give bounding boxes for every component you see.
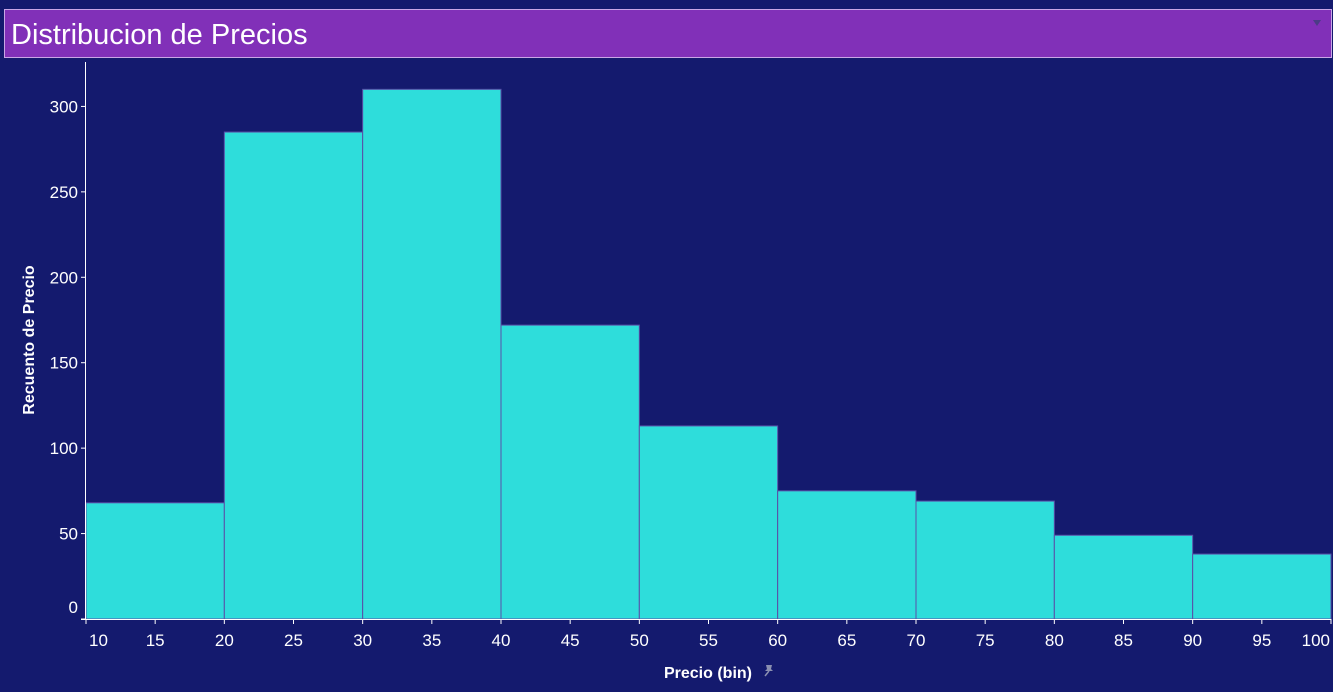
x-tick-label: 100	[1302, 631, 1330, 650]
x-tick-label: 15	[146, 631, 165, 650]
x-tick-label: 60	[768, 631, 787, 650]
y-tick-label: 50	[59, 525, 78, 544]
x-axis: 10 15 20 25 30 35 40 45 50 55 60 65 70 75 80 85 90 95 100	[81, 619, 1332, 650]
histogram-bar-80-90[interactable]	[1053, 534, 1194, 620]
x-tick-label: 35	[422, 631, 441, 650]
y-tick-label: 100	[50, 439, 78, 458]
histogram-bar-40-50[interactable]	[500, 324, 640, 620]
bars-group	[85, 88, 1332, 620]
x-tick-label: 95	[1252, 631, 1271, 650]
x-tick-label: 75	[976, 631, 995, 650]
chart-title: Distribucion de Precios	[11, 19, 308, 51]
y-axis-title: Recuento de Precio	[21, 265, 38, 415]
title-bar: Distribucion de Precios	[4, 9, 1332, 58]
x-tick-label: 10	[89, 631, 108, 650]
histogram-bar-50-60[interactable]	[638, 425, 779, 620]
histogram-bar-30-40[interactable]	[362, 88, 502, 620]
x-tick-label: 20	[215, 631, 234, 650]
x-tick-label: 45	[561, 631, 580, 650]
x-tick-label: 55	[699, 631, 718, 650]
x-tick-label: 80	[1045, 631, 1064, 650]
histogram-bar-70-80[interactable]	[915, 500, 1055, 620]
histogram-bar-20-30[interactable]	[223, 131, 364, 620]
dropdown-arrow-icon[interactable]	[1313, 20, 1321, 26]
histogram-bar-10-20[interactable]	[85, 502, 225, 620]
pin-icon[interactable]	[764, 665, 773, 677]
x-tick-label: 30	[353, 631, 372, 650]
x-tick-label: 65	[837, 631, 856, 650]
x-tick-label: 90	[1183, 631, 1202, 650]
x-tick-label: 85	[1114, 631, 1133, 650]
y-tick-label: 250	[50, 183, 78, 202]
histogram-bar-90-100[interactable]	[1192, 553, 1332, 620]
x-tick-label: 25	[284, 631, 303, 650]
y-axis: 0 50 100 150 200 250 300	[50, 62, 86, 620]
y-tick-label: 300	[50, 97, 78, 116]
y-tick-label: 150	[50, 354, 78, 373]
x-axis-title[interactable]: Precio (bin)	[664, 665, 752, 682]
x-tick-label: 50	[630, 631, 649, 650]
x-tick-label: 40	[492, 631, 511, 650]
histogram-bar-60-70[interactable]	[777, 490, 917, 620]
y-tick-label: 0	[69, 598, 78, 617]
x-tick-label: 70	[907, 631, 926, 650]
y-tick-label: 200	[50, 268, 78, 287]
